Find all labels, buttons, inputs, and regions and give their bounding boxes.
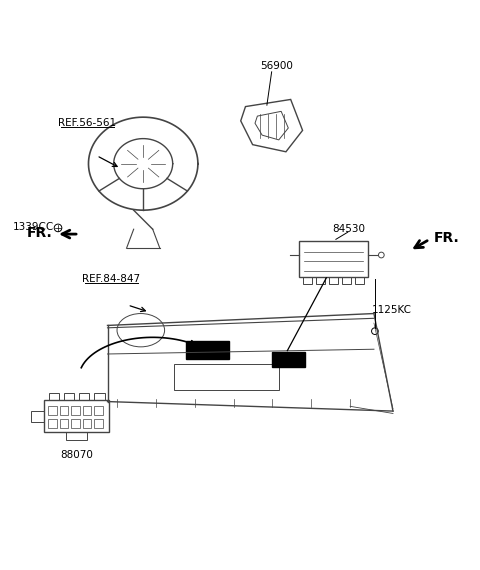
Text: 1339CC: 1339CC	[12, 222, 54, 233]
Bar	[60, 419, 68, 428]
Bar	[48, 393, 59, 400]
Text: FR.: FR.	[26, 226, 52, 239]
Bar	[94, 419, 103, 428]
Text: 1125KC: 1125KC	[372, 305, 412, 315]
Bar	[355, 276, 364, 284]
Bar	[272, 352, 305, 367]
Bar	[342, 276, 351, 284]
Bar	[45, 400, 108, 432]
Text: 56900: 56900	[260, 61, 293, 71]
Bar	[303, 276, 312, 284]
Bar	[329, 276, 338, 284]
Text: 84530: 84530	[333, 224, 366, 234]
Bar	[79, 393, 89, 400]
Bar	[299, 241, 368, 276]
Bar	[60, 406, 68, 416]
Bar	[94, 393, 105, 400]
Text: REF.56-561: REF.56-561	[59, 118, 117, 128]
Bar	[83, 419, 91, 428]
Text: 88070: 88070	[60, 450, 93, 461]
Bar	[48, 406, 57, 416]
Bar	[71, 419, 80, 428]
Bar	[316, 276, 324, 284]
Text: REF.84-847: REF.84-847	[82, 274, 140, 284]
Bar	[31, 411, 45, 422]
Bar	[66, 432, 87, 439]
Bar	[174, 364, 279, 390]
Bar	[186, 341, 229, 359]
Bar	[83, 406, 91, 416]
Bar	[94, 406, 103, 416]
Text: FR.: FR.	[434, 231, 460, 245]
Bar	[64, 393, 74, 400]
Bar	[48, 419, 57, 428]
Bar	[71, 406, 80, 416]
